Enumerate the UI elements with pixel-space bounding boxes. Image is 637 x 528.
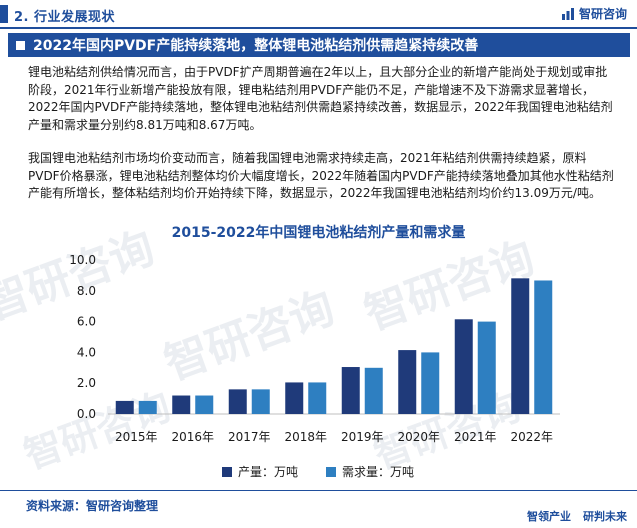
bar-demand xyxy=(477,321,496,414)
slogan-part-2: 研判未来 xyxy=(583,510,627,523)
bar-demand xyxy=(421,352,440,414)
y-tick-label: 0.0 xyxy=(77,407,96,421)
brand: 智研咨询 xyxy=(561,5,627,22)
x-tick-label: 2021年 xyxy=(454,430,497,444)
bar-output xyxy=(398,350,417,414)
headline-banner: 2022年国内PVDF产能持续落地，整体锂电池粘结剂供需趋紧持续改善 xyxy=(8,33,630,57)
footer-divider xyxy=(0,490,637,491)
y-tick-label: 10.0 xyxy=(69,253,96,267)
paragraph-supply: 锂电池粘结剂供给情况而言，由于PVDF扩产周期普遍在2年以上，且大部分企业的新增… xyxy=(28,65,613,132)
bar-output xyxy=(341,367,360,414)
legend-item-demand: 需求量：万吨 xyxy=(326,463,414,480)
headline-text: 2022年国内PVDF产能持续落地，整体锂电池粘结剂供需趋紧持续改善 xyxy=(33,38,479,54)
slogan-part-1: 智领产业 xyxy=(527,510,571,523)
section-marker xyxy=(0,5,8,23)
x-tick-label: 2016年 xyxy=(171,430,214,444)
legend-swatch-output xyxy=(222,466,232,477)
y-tick-label: 2.0 xyxy=(77,376,96,390)
paragraph-price: 我国锂电池粘结剂市场均价变动而言，随着我国锂电池需求持续走高，2021年粘结剂供… xyxy=(28,151,614,200)
legend-label-demand: 需求量：万吨 xyxy=(342,465,415,479)
x-tick-label: 2015年 xyxy=(115,430,158,444)
bar-demand xyxy=(195,395,214,414)
brand-name: 智研咨询 xyxy=(578,7,627,21)
chart-title: 2015-2022年中国锂电池粘结剂产量和需求量 xyxy=(171,225,466,241)
y-tick-label: 6.0 xyxy=(77,315,96,329)
bar-output xyxy=(172,395,191,414)
bar-demand xyxy=(138,400,157,414)
legend-item-output: 产量：万吨 xyxy=(222,463,298,480)
chart-legend: 产量：万吨 需求量：万吨 xyxy=(222,463,414,480)
bar-demand xyxy=(534,280,553,414)
top-bar: 2. 行业发展现状 智研咨询 xyxy=(0,0,637,29)
header-divider xyxy=(0,27,637,29)
bar-output xyxy=(115,400,134,414)
x-tick-label: 2017年 xyxy=(228,430,271,444)
slogan: 智领产业 研判未来 xyxy=(527,508,627,524)
bar-output xyxy=(511,278,530,414)
bar-output xyxy=(454,319,473,414)
x-tick-label: 2022年 xyxy=(510,430,553,444)
section-title: 2. 行业发展现状 xyxy=(14,10,116,25)
legend-swatch-demand xyxy=(326,466,337,477)
y-tick-label: 4.0 xyxy=(77,345,96,359)
bar-demand xyxy=(308,382,327,414)
brand-logo-icon xyxy=(561,7,574,20)
bar-output xyxy=(285,382,304,414)
y-tick-label: 8.0 xyxy=(77,284,96,298)
headline-bullet-icon xyxy=(16,40,25,50)
bar-output xyxy=(228,389,247,414)
legend-label-output: 产量：万吨 xyxy=(238,465,299,479)
x-tick-label: 2019年 xyxy=(341,430,384,444)
bar-chart: 0.0 2.0 4.0 6.0 8.0 10.0 2015年 2016年 2017年 2018年 2… xyxy=(69,253,560,444)
x-tick-label: 2018年 xyxy=(284,430,327,444)
x-tick-label: 2020年 xyxy=(397,430,440,444)
source-note: 资料来源：智研咨询整理 xyxy=(26,499,159,513)
bar-demand xyxy=(364,367,383,414)
bar-demand xyxy=(251,389,270,414)
